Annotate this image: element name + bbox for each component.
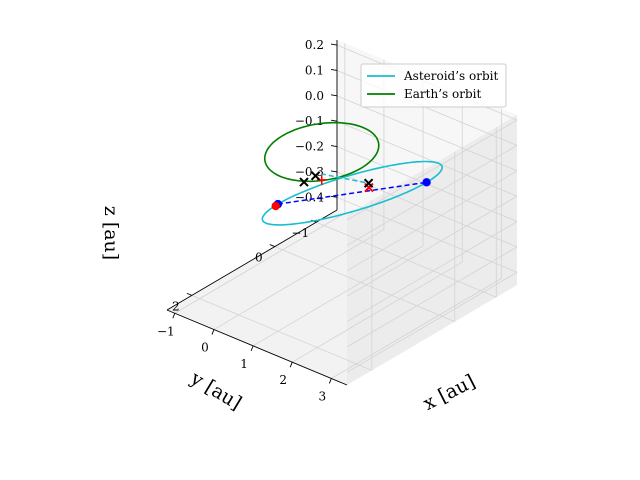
x-axis-label: x [au] (420, 370, 479, 415)
z-tick (330, 119, 338, 122)
x-marker-b (310, 171, 321, 181)
x-tick (211, 329, 215, 335)
x-marker-b (363, 178, 374, 188)
x-tick (250, 345, 254, 352)
axis-lines (166, 40, 348, 386)
grid-line-z (336, 120, 518, 197)
grid-line-z (346, 221, 518, 322)
x-tick-label: 1 (240, 357, 248, 371)
x-tick-label: 0 (201, 341, 209, 355)
z-tick-label: 0.0 (305, 89, 324, 103)
grid-line-z (346, 170, 518, 272)
legend-label-earth: Earth’s orbit (404, 87, 481, 101)
x-tick (172, 313, 176, 319)
z-tick (330, 195, 338, 198)
grid-lines (174, 43, 518, 379)
z-tick-label: −0.2 (295, 140, 324, 154)
z-tick (330, 69, 338, 71)
grid-line-z (346, 246, 518, 348)
x-tick-label: −1 (157, 324, 175, 338)
grid-line-z (346, 271, 518, 373)
grid-line-z (336, 95, 518, 172)
legend-box (360, 63, 507, 108)
grid-line-x (174, 212, 346, 314)
grid-line-y (191, 294, 373, 371)
legend-label-asteroid: Asteroid’s orbit (403, 69, 498, 83)
dot-marker (422, 178, 431, 187)
plot-area (261, 121, 444, 226)
x-marker (299, 177, 309, 187)
x-tick-label: 3 (319, 389, 327, 403)
z-tick (330, 43, 338, 46)
z-tick (330, 170, 338, 173)
z-tick (330, 145, 338, 148)
grid-line-x (252, 245, 424, 347)
side-y-pane (347, 115, 517, 385)
grid-line-z (336, 196, 518, 273)
grid-line-x (213, 229, 385, 330)
grid-line-y (274, 246, 455, 322)
x-tick-label: 2 (279, 373, 287, 387)
y-tick (269, 244, 275, 248)
y-tick (186, 292, 193, 296)
grid-line-z (346, 145, 518, 246)
grid-line-x (292, 261, 463, 363)
z-tick-label: 0.2 (305, 38, 324, 52)
nodes-dashed-line (320, 173, 369, 184)
y-tick-label: −1 (291, 226, 309, 240)
y-axis-line (166, 209, 338, 311)
y-tick-label: 2 (172, 299, 180, 313)
grid-line-z (346, 195, 518, 297)
grid-line-z (346, 119, 518, 221)
grid-line-y (316, 221, 497, 298)
x-marker-b (299, 177, 309, 187)
x-marker (310, 171, 321, 181)
apsides-dashed-line (277, 181, 427, 205)
y-axis-label: y [au] (186, 367, 245, 415)
x-marker (363, 178, 374, 188)
x-tick (289, 362, 293, 368)
z-tick-label: 0.1 (305, 63, 324, 77)
grid-line-x (331, 278, 502, 379)
legend: Asteroid’s orbit Earth’s orbit (360, 63, 507, 108)
dot-marker (271, 201, 280, 211)
z-tick (330, 94, 338, 97)
y-tick-label: 0 (255, 251, 263, 265)
x-tick (328, 378, 332, 384)
z-axis-label: z [au] (100, 206, 122, 260)
x-axis-line (166, 309, 348, 386)
